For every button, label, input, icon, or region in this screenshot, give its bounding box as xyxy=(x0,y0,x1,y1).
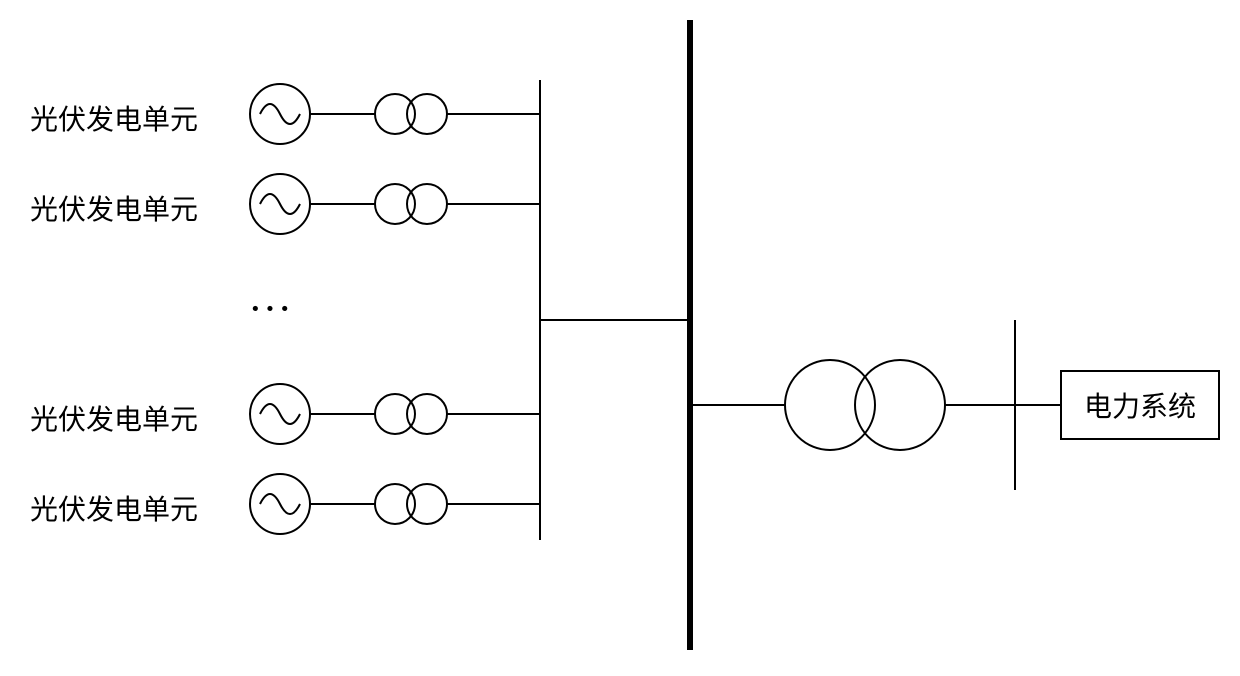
pv-unit-label: 光伏发电单元 xyxy=(30,188,198,228)
transformer-icon xyxy=(375,184,415,224)
transformer-icon xyxy=(407,94,447,134)
pv-unit-label: 光伏发电单元 xyxy=(30,488,198,528)
pv-grid-diagram: 光伏发电单元 光伏发电单元 光伏发电单元 光伏发电单元 ··· 电力系统 xyxy=(0,0,1240,676)
power-system-label: 电力系统 xyxy=(1084,385,1196,425)
pv-unit-4 xyxy=(250,474,540,534)
main-transformer-icon xyxy=(855,360,945,450)
transformer-icon xyxy=(375,394,415,434)
sine-icon xyxy=(260,494,300,514)
pv-unit-2 xyxy=(250,174,540,234)
power-system-box: 电力系统 xyxy=(1060,370,1220,440)
transformer-icon xyxy=(407,394,447,434)
pv-unit-3 xyxy=(250,384,540,444)
ellipsis-icon: ··· xyxy=(250,290,294,327)
transformer-icon xyxy=(375,94,415,134)
transformer-icon xyxy=(407,184,447,224)
transformer-icon xyxy=(407,484,447,524)
sine-icon xyxy=(260,194,300,214)
pv-unit-1 xyxy=(250,84,540,144)
main-transformer-icon xyxy=(785,360,875,450)
pv-unit-label: 光伏发电单元 xyxy=(30,98,198,138)
sine-icon xyxy=(260,104,300,124)
pv-unit-label: 光伏发电单元 xyxy=(30,398,198,438)
transformer-icon xyxy=(375,484,415,524)
sine-icon xyxy=(260,404,300,424)
